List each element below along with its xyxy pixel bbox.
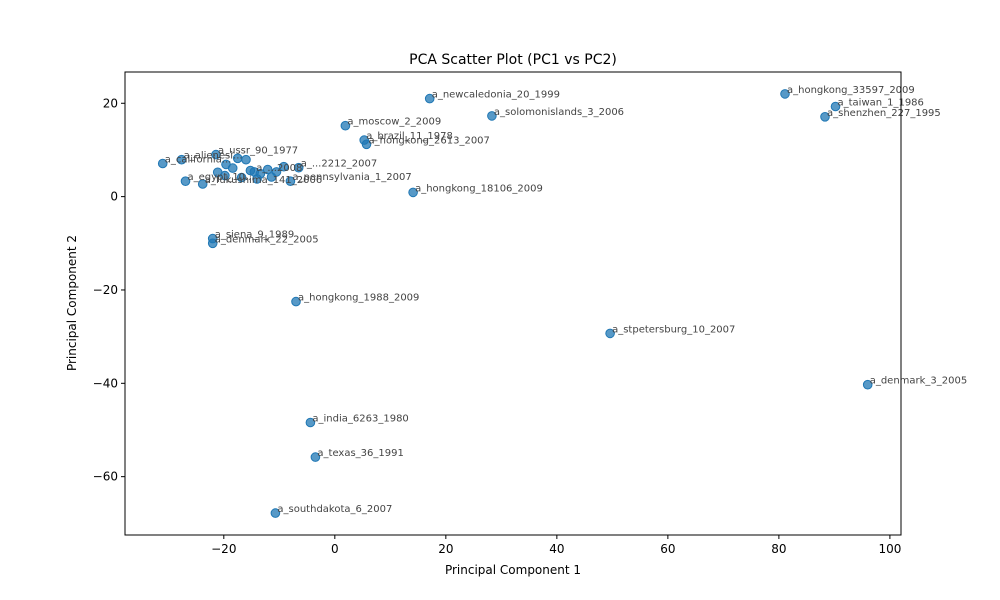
point-label: a_egypt_10... [188,172,255,183]
point-label: a_...2212_2007 [301,159,378,170]
point-label: a_india_6263_1980 [312,414,408,425]
point-label: a_newcaledonia_20_1999 [432,90,560,101]
scatter-point [252,174,262,184]
point-label: a_denmark_3_2005 [870,376,968,387]
x-tick-label: 0 [331,542,339,556]
point-label: a_ussr_90_1977 [218,146,298,157]
scatter-point [310,452,321,462]
point-label: a_alienesi... [184,151,243,162]
point-label: a_pennsylvania_1_2007 [292,172,411,183]
point-label: a_moscow_2_2009 [347,117,441,128]
scatter-point [266,172,277,182]
y-tick-label: −60 [93,470,118,484]
x-tick-label: 100 [878,542,901,556]
point-label: a_brazil_11_1978 [366,131,453,142]
y-tick-label: −40 [93,376,118,390]
scatter-point [780,89,790,99]
point-label: a_solomonislands_3_2006 [494,107,624,118]
point-label: a_hongkong_1988_2009 [298,293,419,304]
point-label: a_taiwan_1_1986 [838,98,924,109]
scatter-point [207,238,218,249]
y-tick-label: 20 [103,96,118,110]
point-label: a_texas_36_1991 [317,448,403,459]
scatter-point [197,179,208,189]
scatter-point [241,154,251,165]
scatter-point [220,170,230,181]
x-tick-label: 20 [438,542,453,556]
y-tick-label: −20 [93,283,118,297]
scatter-point [361,139,372,150]
scatter-point [820,112,830,122]
x-tick-label: 80 [771,542,786,556]
scatter-point [830,101,841,112]
x-tick-label: 60 [660,542,675,556]
scatter-point [262,164,273,175]
x-tick-label: 40 [549,542,564,556]
x-axis-label: Principal Component 1 [445,563,581,577]
y-axis-ticks: −60 −40 −20 0 20 [93,96,125,484]
scatter-point [227,163,238,173]
scatter-point [236,172,247,183]
scatter-point [424,93,435,104]
point-label: a_hongkong_18106_2009 [415,183,543,194]
scatter-point [605,328,615,339]
y-tick-label: 0 [110,190,118,204]
point-label: a_shenzhen_227_1995 [827,108,941,119]
scatter-point [211,149,221,160]
point-label: a_southdakota_6_2007 [277,504,392,515]
scatter-point [862,379,873,390]
plot-frame [124,71,902,536]
chart-title: PCA Scatter Plot (PC1 vs PC2) [409,52,617,68]
scatter-point [293,162,304,173]
points-layer [157,89,873,518]
point-label: a_denmark_22_2005 [215,234,319,245]
y-axis-label: Principal Component 2 [65,235,79,371]
point-label: a_...2008 [256,163,302,174]
point-label: a_hongkong_2613_2007 [369,135,490,146]
scatter-point [291,296,301,307]
scatter-point [270,508,281,518]
scatter-point [180,176,191,186]
scatter-point [157,158,168,169]
scatter-point [245,165,256,176]
point-label: a_siena_9_1989 [215,230,295,241]
scatter-point [340,120,351,131]
scatter-point [285,176,296,186]
point-label: a_california... [165,155,232,166]
x-axis-ticks: −20 0 20 40 60 80 100 [211,535,901,556]
point-label: a_stpetersburg_10_2007 [612,324,735,335]
point-label: a_fukushima_141_2006 [205,175,323,186]
scatter-point [408,187,418,198]
scatter-point [176,154,187,165]
x-tick-label: −20 [211,542,236,556]
point-label: a_hongkong_33597_2009 [787,85,915,96]
point-labels-layer: a_hongkong_33597_2009 a_taiwan_1_1986a_sh… [165,85,968,515]
scatter-point [487,111,497,121]
scatter-point [279,161,289,172]
scatter-point [305,417,316,428]
